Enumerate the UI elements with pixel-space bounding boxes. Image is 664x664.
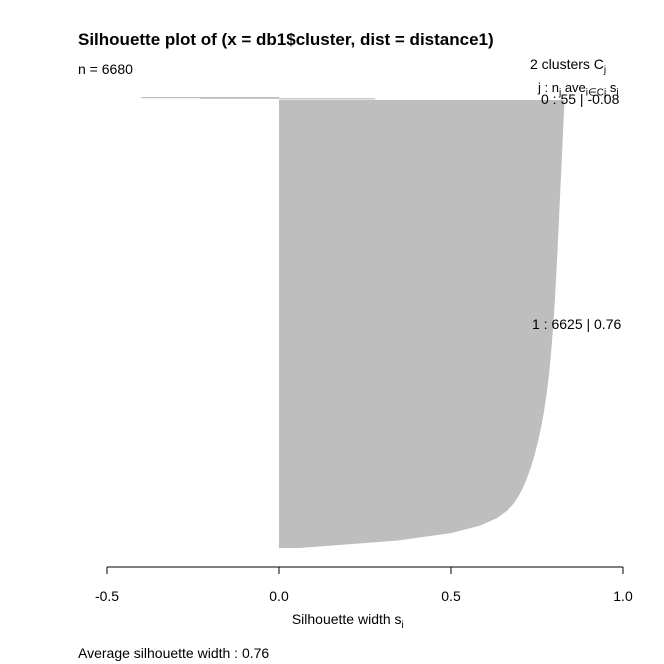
chart-title: Silhouette plot of (x = db1$cluster, dis…: [78, 30, 494, 49]
cluster-1-silhouette: [279, 100, 565, 548]
legend-subheader: j : nj avei∈Cj si: [538, 80, 619, 99]
legend-sub-s: s: [609, 80, 617, 95]
legend-sub-nj: j: [558, 87, 562, 99]
x-axis-label: Silhouette width si: [292, 611, 404, 631]
cluster-0-bar: [279, 98, 376, 100]
x-tick-label: 1.0: [613, 588, 633, 604]
average-silhouette-width: Average silhouette width : 0.76: [78, 645, 270, 661]
legend-sub-j: j : n: [538, 80, 559, 95]
x-tick-label: 0.5: [441, 588, 461, 604]
cluster-label-1: 1 : 6625 | 0.76: [532, 316, 622, 332]
n-label: n = 6680: [78, 61, 133, 77]
legend-header-text: 2 clusters C: [530, 56, 604, 72]
legend-sub-si: i: [616, 87, 619, 99]
x-tick-label: -0.5: [95, 588, 119, 604]
x-tick-label: 0.0: [269, 588, 289, 604]
legend-sub-ave: ave: [564, 80, 586, 95]
x-axis: -0.5 0.0 0.5 1.0 Silhouette width si: [95, 566, 633, 631]
legend-header: 2 clusters Cj: [530, 56, 606, 76]
legend-header-sub: j: [603, 64, 607, 76]
cluster-0-bar: [199, 97, 279, 99]
cluster-label-0: 0 : 55 | -0.08: [541, 91, 620, 107]
silhouette-bars: [141, 97, 565, 548]
legend-sub-icj: i∈Cj: [585, 87, 607, 99]
